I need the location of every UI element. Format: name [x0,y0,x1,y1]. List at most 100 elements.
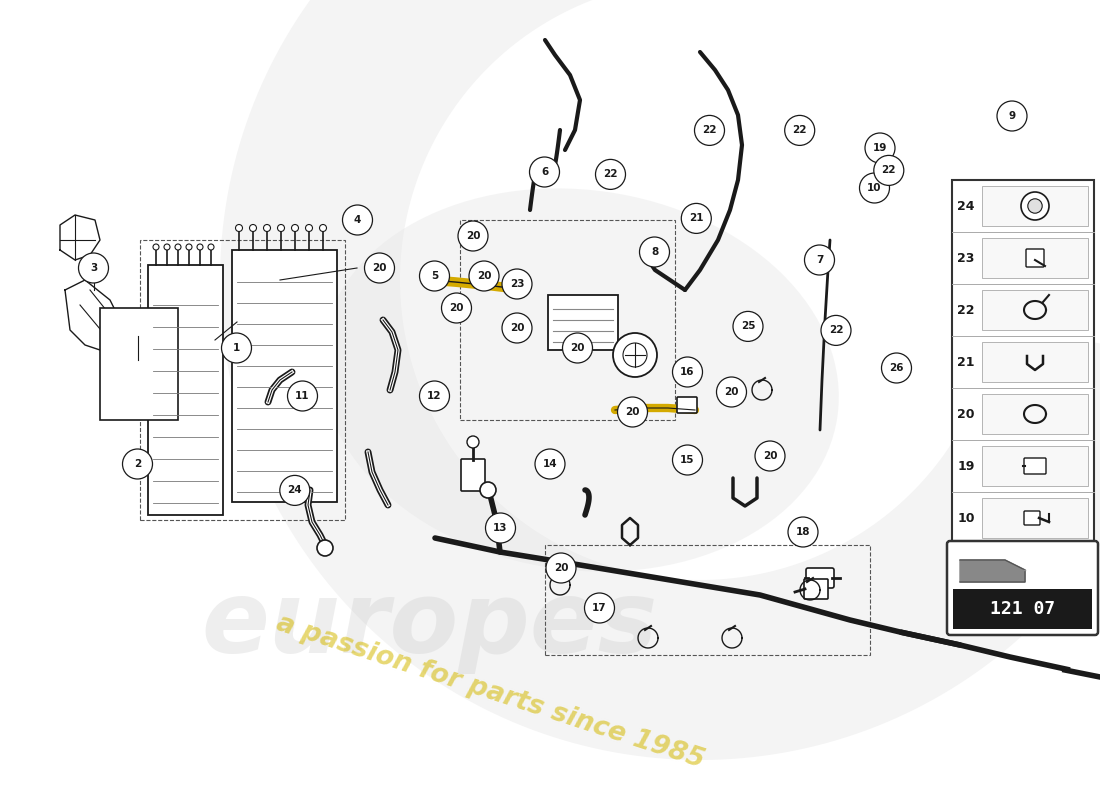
FancyBboxPatch shape [676,397,697,413]
Text: 22: 22 [702,126,717,135]
Text: 20: 20 [724,387,739,397]
Text: 9: 9 [1009,111,1015,121]
Circle shape [997,101,1027,131]
FancyBboxPatch shape [982,342,1088,382]
Circle shape [617,397,648,427]
Text: 20: 20 [372,263,387,273]
FancyBboxPatch shape [947,541,1098,635]
Text: 22: 22 [828,326,844,335]
FancyBboxPatch shape [982,186,1088,226]
FancyBboxPatch shape [1024,458,1046,474]
Text: 21: 21 [689,214,704,223]
Circle shape [441,293,472,323]
Text: 14: 14 [542,459,558,469]
Circle shape [502,313,532,343]
FancyBboxPatch shape [806,568,834,588]
FancyBboxPatch shape [982,498,1088,538]
Text: 23: 23 [509,279,525,289]
FancyBboxPatch shape [953,589,1092,629]
Circle shape [804,245,835,275]
Circle shape [639,237,670,267]
Circle shape [755,441,785,471]
FancyBboxPatch shape [148,265,223,515]
Circle shape [881,353,912,383]
Text: 20: 20 [957,407,975,421]
Circle shape [784,115,815,146]
Text: 22: 22 [957,303,975,317]
Circle shape [208,244,214,250]
Text: 20: 20 [625,407,640,417]
Text: 10: 10 [867,183,882,193]
FancyBboxPatch shape [232,250,337,502]
Circle shape [469,261,499,291]
FancyBboxPatch shape [1026,249,1044,267]
Circle shape [584,593,615,623]
Text: 16: 16 [680,367,695,377]
Circle shape [279,475,310,506]
Circle shape [821,315,851,346]
Text: 20: 20 [465,231,481,241]
Polygon shape [960,560,1025,582]
FancyBboxPatch shape [982,290,1088,330]
Circle shape [716,377,747,407]
Circle shape [458,221,488,251]
Circle shape [292,225,298,231]
Text: 18: 18 [795,527,811,537]
Circle shape [865,133,895,163]
Text: 12: 12 [427,391,442,401]
Text: 26: 26 [889,363,904,373]
Circle shape [1021,192,1049,220]
FancyBboxPatch shape [982,446,1088,486]
Text: 7: 7 [816,255,823,265]
Text: 22: 22 [792,126,807,135]
Text: 20: 20 [449,303,464,313]
Circle shape [306,225,312,231]
Text: 24: 24 [957,199,975,213]
Circle shape [175,244,182,250]
Circle shape [186,244,192,250]
Text: 11: 11 [295,391,310,401]
Text: europes: europes [202,577,658,674]
Circle shape [342,205,373,235]
FancyBboxPatch shape [100,308,178,420]
Ellipse shape [321,189,839,571]
Text: 1: 1 [233,343,240,353]
Polygon shape [60,215,100,260]
Circle shape [502,269,532,299]
Circle shape [221,333,252,363]
Circle shape [681,203,712,234]
Circle shape [235,225,242,231]
Circle shape [319,225,327,231]
Circle shape [873,155,904,186]
Circle shape [287,381,318,411]
Text: 20: 20 [762,451,778,461]
Circle shape [468,436,478,448]
Text: 19: 19 [872,143,888,153]
Circle shape [546,553,576,583]
Circle shape [595,159,626,190]
Text: 23: 23 [957,251,975,265]
Text: 15: 15 [680,455,695,465]
FancyBboxPatch shape [982,394,1088,434]
Circle shape [694,115,725,146]
Text: 17: 17 [592,603,607,613]
Text: 25: 25 [740,322,756,331]
Polygon shape [65,280,120,350]
Text: 5: 5 [431,271,438,281]
Circle shape [364,253,395,283]
Text: 21: 21 [957,355,975,369]
Text: 20: 20 [476,271,492,281]
Circle shape [733,311,763,342]
Polygon shape [220,0,1100,760]
Circle shape [623,343,647,367]
Text: 19: 19 [957,459,975,473]
Text: 13: 13 [493,523,508,533]
Circle shape [250,225,256,231]
FancyBboxPatch shape [548,295,618,350]
Circle shape [122,449,153,479]
FancyBboxPatch shape [982,238,1088,278]
Text: 22: 22 [881,166,896,175]
Circle shape [317,540,333,556]
Circle shape [153,244,159,250]
Text: 20: 20 [553,563,569,573]
